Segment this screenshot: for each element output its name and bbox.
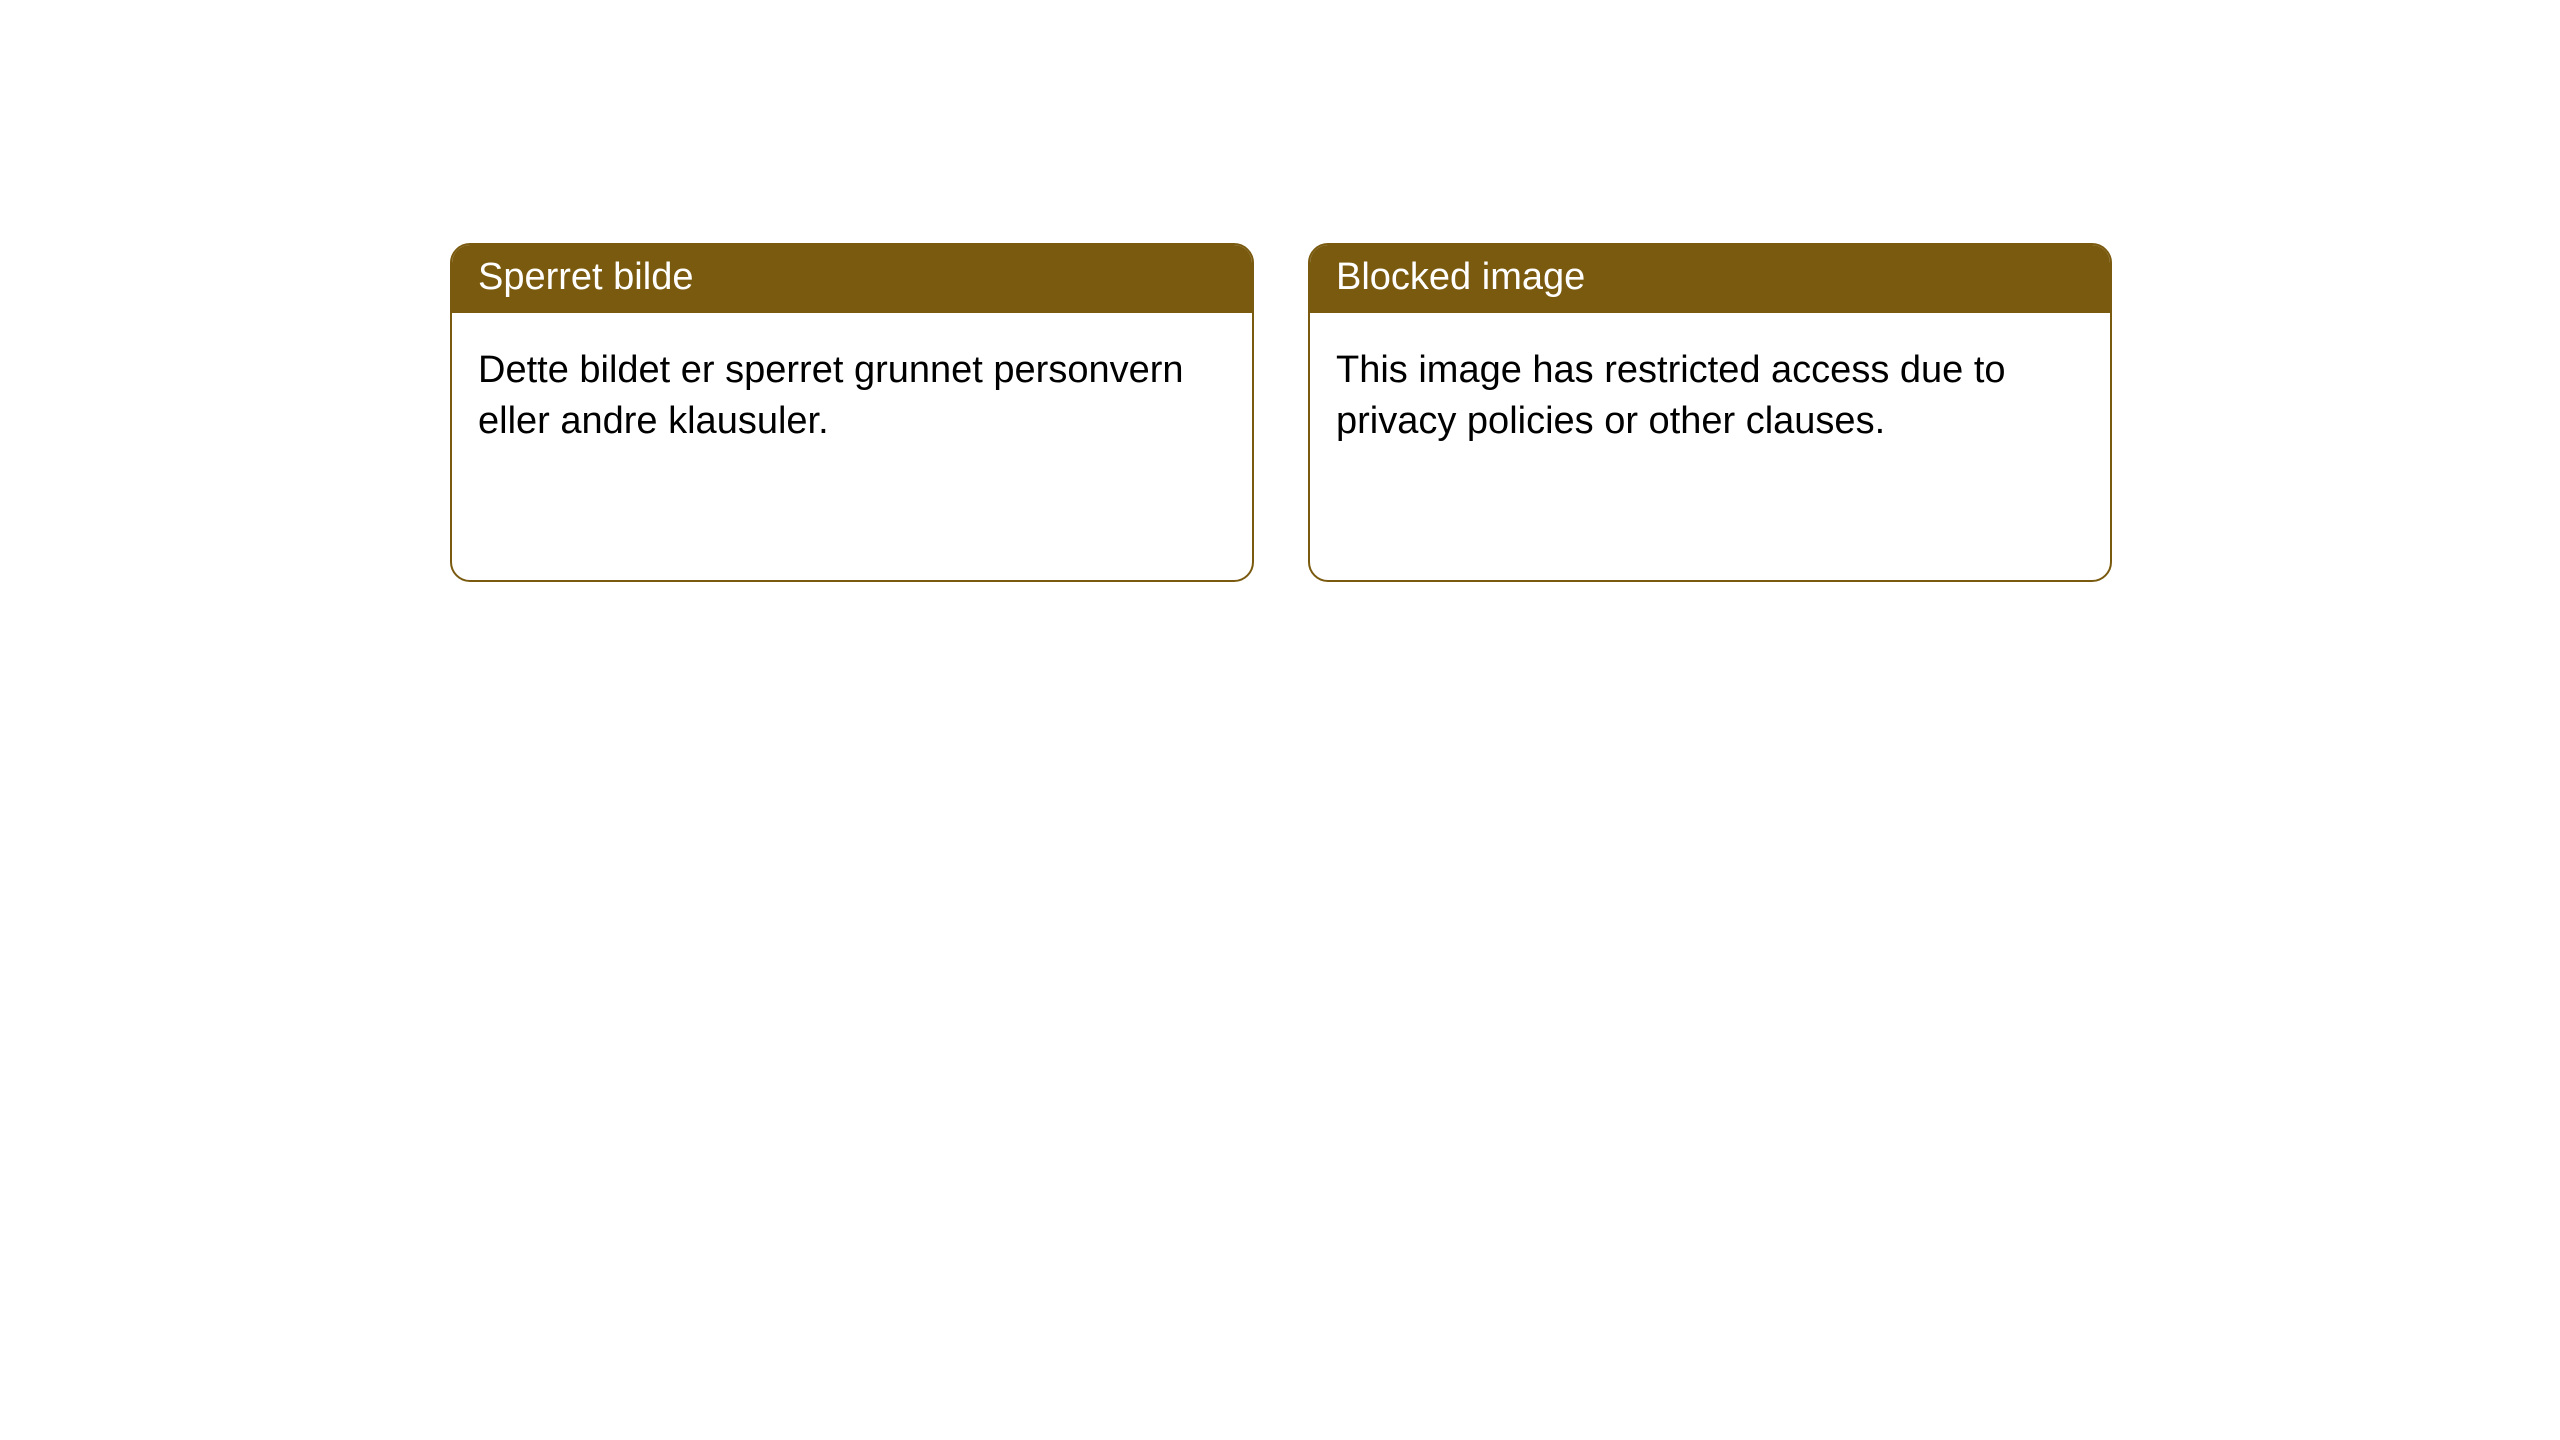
notice-card-title: Blocked image: [1310, 245, 2110, 313]
notice-card-body: Dette bildet er sperret grunnet personve…: [452, 313, 1252, 480]
notice-card-norwegian: Sperret bilde Dette bildet er sperret gr…: [450, 243, 1254, 582]
notice-card-english: Blocked image This image has restricted …: [1308, 243, 2112, 582]
notice-card-title: Sperret bilde: [452, 245, 1252, 313]
notice-card-body: This image has restricted access due to …: [1310, 313, 2110, 480]
notice-cards-container: Sperret bilde Dette bildet er sperret gr…: [0, 0, 2560, 582]
